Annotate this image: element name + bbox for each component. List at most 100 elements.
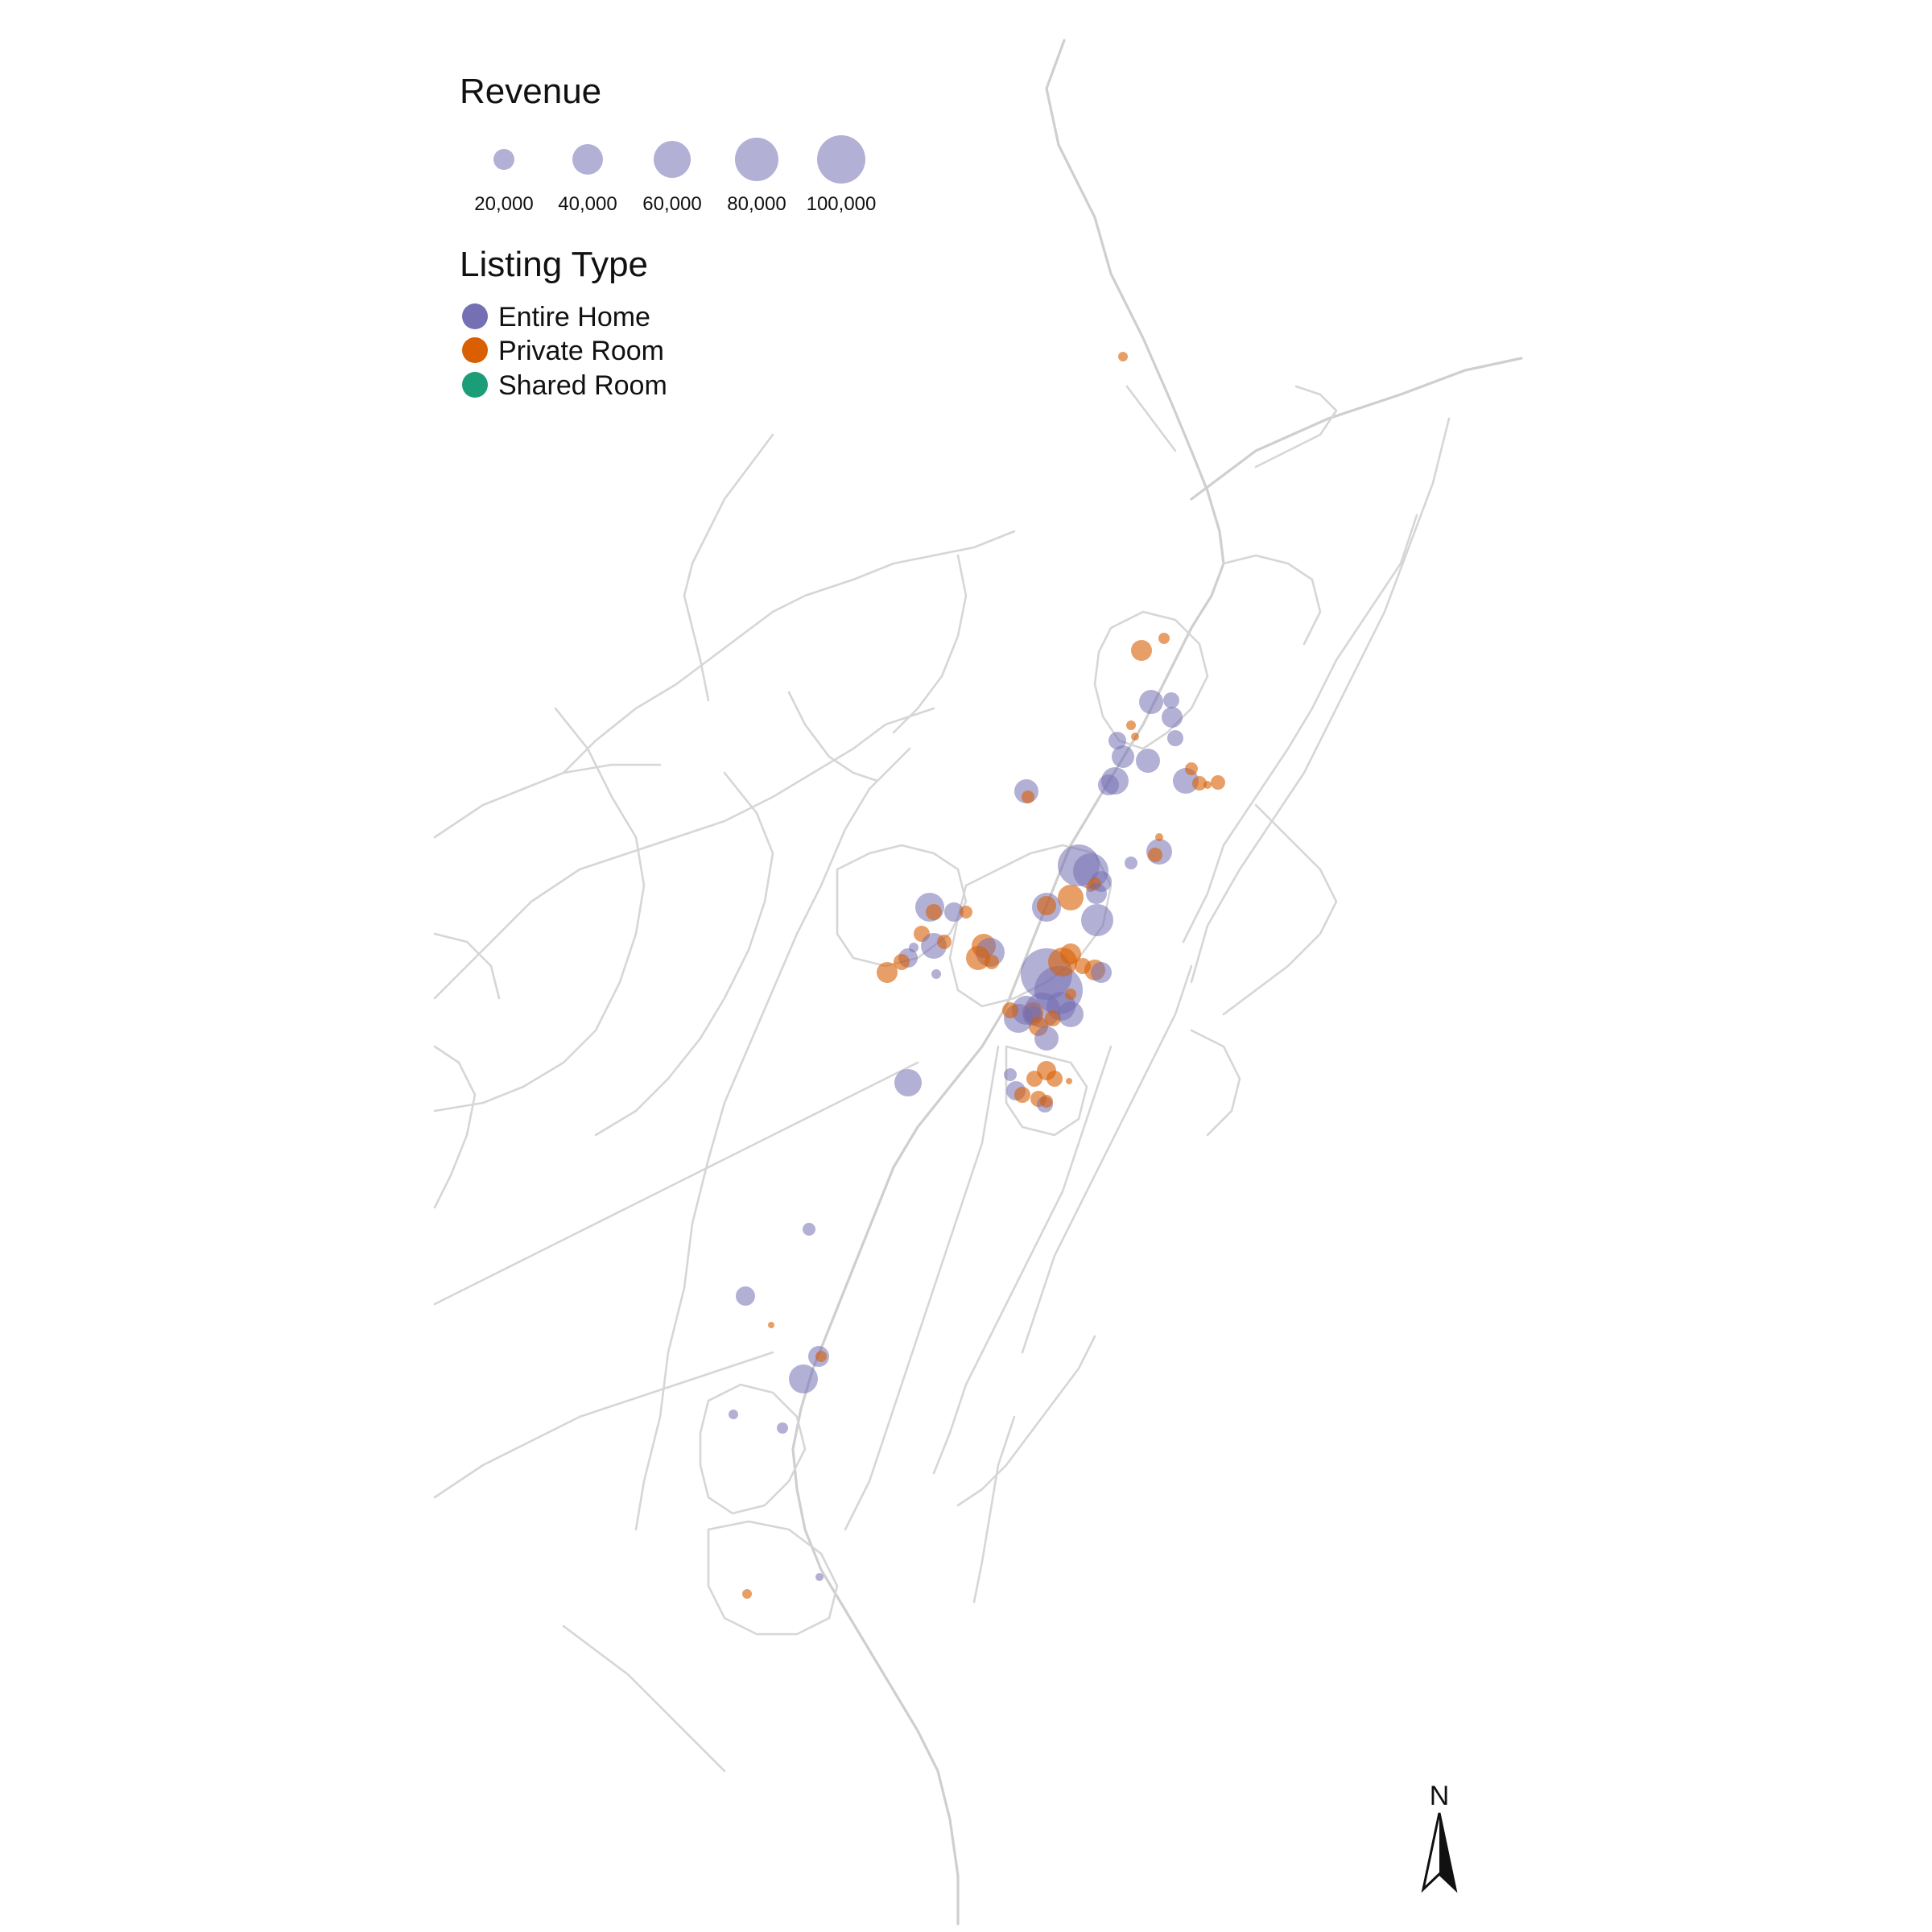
listing-point <box>777 1422 788 1434</box>
listing-point <box>1148 848 1162 862</box>
west-edge-road <box>433 1045 477 1209</box>
east-road <box>1190 417 1451 984</box>
listing-type-swatch-private-room <box>462 337 488 363</box>
listing-point <box>1014 1087 1030 1103</box>
mountain-road <box>892 554 968 734</box>
listing-points <box>729 352 1225 1599</box>
road-network <box>433 39 1523 1926</box>
northwest-road <box>562 530 1016 774</box>
listing-point <box>960 906 972 919</box>
central-west-loop <box>594 771 774 1137</box>
listing-point <box>736 1286 755 1306</box>
listing-point <box>803 1223 815 1236</box>
revenue-legend-label: 100,000 <box>807 193 877 215</box>
northeast-spur <box>1222 554 1322 646</box>
listing-point <box>1162 707 1183 728</box>
west-loop-road <box>634 747 911 1531</box>
south-road <box>844 1045 1000 1531</box>
listing-point <box>815 1351 827 1362</box>
listing-point <box>768 1322 774 1328</box>
listing-point <box>1155 833 1163 841</box>
north-arrow: N <box>1421 1781 1458 1893</box>
listing-point <box>1112 745 1134 768</box>
listing-point <box>1065 989 1076 1000</box>
revenue-legend-circle-40000 <box>572 144 603 175</box>
listing-point <box>1136 749 1160 773</box>
listing-point <box>926 904 942 920</box>
listing-point <box>1037 896 1056 915</box>
listing-point <box>1058 885 1084 910</box>
revenue-legend-label: 20,000 <box>474 193 533 215</box>
listing-point <box>1158 633 1170 644</box>
listing-point <box>937 935 952 949</box>
listing-point <box>1163 692 1179 708</box>
listing-point <box>1185 762 1198 775</box>
main-road-north <box>791 39 1225 1926</box>
listing-point <box>1040 1095 1053 1108</box>
south-east-road <box>932 1045 1113 1475</box>
listing-point <box>1060 943 1081 964</box>
north-spur <box>1125 385 1177 452</box>
listing-type-label-shared-room: Shared Room <box>498 370 667 401</box>
revenue-legend-title: Revenue <box>460 72 601 111</box>
listing-point <box>729 1410 738 1419</box>
listing-point <box>1126 720 1136 730</box>
listing-point <box>1022 791 1034 803</box>
southeast-branch <box>956 1335 1096 1507</box>
listing-point <box>944 902 964 922</box>
listing-point <box>789 1364 818 1393</box>
listing-type-swatch-shared-room <box>462 372 488 398</box>
listing-point <box>1034 1026 1059 1051</box>
listing-point <box>985 955 999 969</box>
listing-point <box>1081 904 1113 936</box>
coast-road <box>1254 385 1338 469</box>
listing-point <box>894 1069 922 1096</box>
revenue-legend: Revenue 20,000 40,000 60,000 80,000 100,… <box>460 72 876 215</box>
revenue-legend-circle-60000 <box>654 141 691 178</box>
west-valley-road <box>433 1061 919 1306</box>
revenue-legend-label: 40,000 <box>558 193 617 215</box>
summit-road <box>787 691 879 782</box>
listing-point <box>966 946 990 970</box>
far-west-branch <box>433 707 646 1113</box>
listing-point <box>1066 1078 1072 1084</box>
listing-type-swatch-entire-home <box>462 303 488 329</box>
north-town-grid <box>1093 610 1209 750</box>
listing-point <box>1086 883 1107 904</box>
far-west-road <box>433 707 935 1000</box>
listing-point <box>1045 1010 1061 1026</box>
far-south-grid <box>707 1520 839 1636</box>
listing-point <box>894 954 910 970</box>
listing-point <box>1098 774 1119 795</box>
revenue-legend-label: 60,000 <box>642 193 701 215</box>
listing-type-label-entire-home: Entire Home <box>498 302 650 332</box>
listing-point <box>1046 1071 1063 1087</box>
listing-type-legend-title: Listing Type <box>460 245 648 284</box>
southwest-road <box>433 1351 774 1499</box>
east-ridge-road <box>1182 514 1418 943</box>
listing-point <box>815 1573 824 1581</box>
listing-point <box>1192 776 1207 791</box>
listing-point <box>1211 775 1225 790</box>
listing-point <box>1131 640 1152 661</box>
listing-point <box>1004 1068 1017 1081</box>
south-town-grid <box>699 1383 807 1515</box>
listing-type-legend: Listing Type Entire Home Private Room Sh… <box>460 245 667 401</box>
listing-point <box>1058 1001 1084 1027</box>
north-arrow-label: N <box>1430 1781 1450 1811</box>
central-grid-2 <box>1005 1045 1088 1137</box>
east-southeast-road <box>1021 964 1193 1354</box>
listing-point <box>1026 1071 1042 1087</box>
listing-point <box>931 969 941 979</box>
listing-point <box>1002 1002 1018 1018</box>
listing-point <box>1167 730 1183 746</box>
listing-point <box>1203 781 1212 789</box>
bottom-road <box>562 1624 726 1773</box>
revenue-legend-circle-100000 <box>817 135 865 184</box>
listing-point <box>1125 857 1137 869</box>
north-west-branch <box>683 433 774 702</box>
listing-point <box>742 1589 752 1599</box>
listing-point <box>1131 733 1139 741</box>
listing-point <box>877 962 898 983</box>
